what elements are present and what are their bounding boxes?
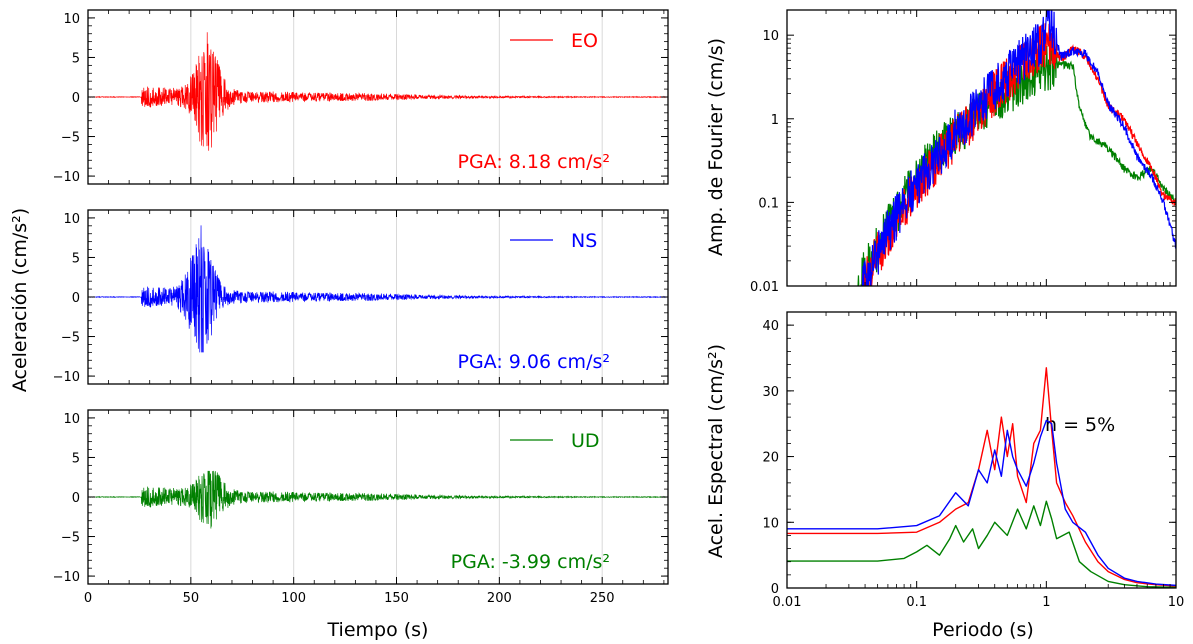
x-tick-label: 1 <box>1042 595 1050 610</box>
x-tick-label: 0.01 <box>773 595 802 610</box>
x-tick-label: 200 <box>487 591 512 606</box>
y-tick-label: 0 <box>72 291 80 306</box>
y-tick-label: 10 <box>762 29 779 44</box>
damping-annotation: h = 5% <box>1045 414 1115 436</box>
x-tick-label: 0.1 <box>906 595 927 610</box>
x-tick-label: 10 <box>1168 595 1185 610</box>
left-x-axis-title: Tiempo (s) <box>327 619 429 641</box>
y-tick-label: 20 <box>762 451 779 466</box>
y-tick-label: 5 <box>72 51 80 66</box>
y-tick-label: 10 <box>63 12 80 27</box>
y-tick-label: −5 <box>61 131 80 146</box>
y-tick-label: −10 <box>53 370 80 385</box>
series-ud <box>87 470 668 529</box>
y-tick-label: 10 <box>63 412 80 427</box>
y-tick-label: 10 <box>63 212 80 227</box>
x-tick-label: 250 <box>590 591 615 606</box>
x-tick-label: 0 <box>84 591 92 606</box>
pga-label: PGA: 9.06 cm/s² <box>457 351 610 373</box>
spectral-series-ud <box>787 500 1177 589</box>
y-tick-label: 40 <box>762 319 779 334</box>
panel-time-ud: 0 50 100 150 200 250 −10 −5 0 5 10 UD PGA: -3.99 cm/… <box>53 409 669 606</box>
x-tick-label: 150 <box>384 591 409 606</box>
pga-label: PGA: 8.18 cm/s² <box>457 151 610 173</box>
left-y-axis-title: Aceleración (cm/s²) <box>9 208 31 392</box>
y-tick-label: 10 <box>762 516 779 531</box>
y-tick-label: 0.01 <box>750 280 779 295</box>
y-tick-label: 0 <box>72 91 80 106</box>
y-tick-label: 30 <box>762 385 779 400</box>
legend-label: EO <box>571 30 598 52</box>
axes-frame <box>786 311 1177 589</box>
fourier-y-axis-title: Amp. de Fourier (cm/s) <box>705 38 727 256</box>
y-tick-label: 5 <box>72 251 80 266</box>
spectral-series-eo <box>787 367 1177 587</box>
series-eo <box>87 32 668 151</box>
spectral-series-ns <box>787 419 1177 587</box>
axes-frame <box>786 9 1177 287</box>
y-tick-label: −10 <box>53 570 80 585</box>
legend-label: UD <box>571 430 600 452</box>
series-ns <box>87 225 668 353</box>
y-tick-label: 5 <box>72 451 80 466</box>
panel-fourier-spectrum: 0.01 0.1 1 10 <box>750 9 1177 295</box>
pga-label: PGA: -3.99 cm/s² <box>451 551 610 573</box>
y-tick-label: −10 <box>53 170 80 185</box>
legend-label: NS <box>571 230 597 252</box>
y-tick-label: −5 <box>61 331 80 346</box>
y-tick-label: 0 <box>771 582 779 597</box>
y-tick-label: 1 <box>771 113 779 128</box>
x-tick-label: 50 <box>183 591 200 606</box>
fourier-series-ns <box>861 10 1176 286</box>
y-tick-label: 0.1 <box>758 196 779 211</box>
panel-time-ns: −10 −5 0 5 10 NS PGA: 9.06 cm/s² <box>53 209 669 385</box>
x-tick-label: 100 <box>281 591 306 606</box>
panel-time-eo: −10 −5 0 5 10 EO PGA: 8.18 cm/s² <box>53 9 669 185</box>
y-tick-label: −5 <box>61 531 80 546</box>
right-x-axis-title: Periodo (s) <box>932 619 1034 641</box>
y-tick-label: 0 <box>72 491 80 506</box>
spectral-y-axis-title: Acel. Espectral (cm/s²) <box>705 344 727 558</box>
panel-response-spectrum: 0.01 0.1 1 10 0 10 20 30 40 <box>762 311 1185 610</box>
